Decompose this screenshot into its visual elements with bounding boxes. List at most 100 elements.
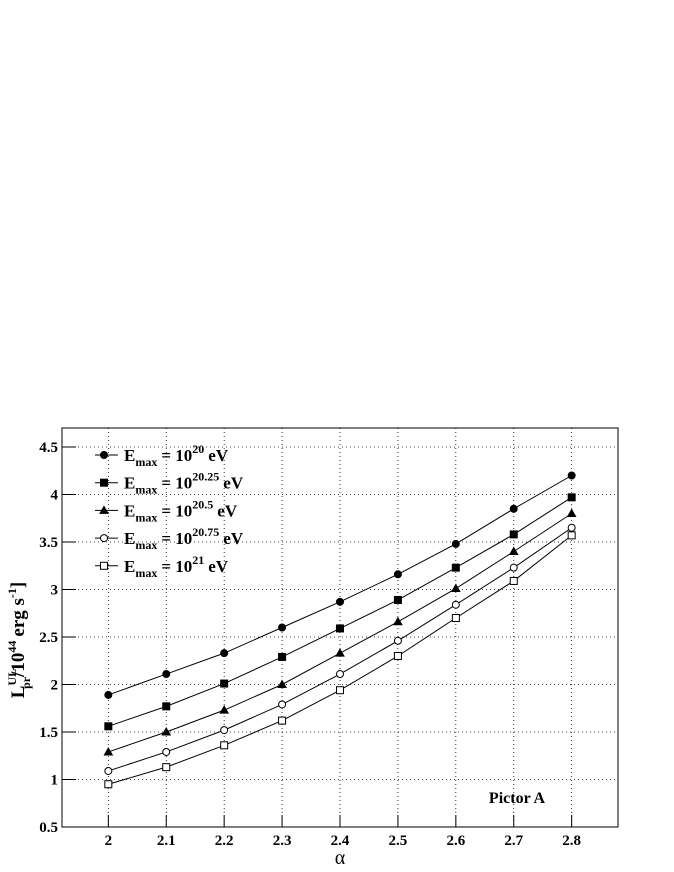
legend-part: E [124, 501, 135, 520]
marker [100, 478, 108, 487]
marker [162, 702, 171, 711]
legend-part: = 10 [161, 501, 192, 520]
marker [567, 493, 576, 502]
y-axis-label: LULpr/1044 erg s-1] [5, 582, 33, 698]
legend-part: = 10 [161, 557, 192, 576]
marker [100, 451, 108, 459]
marker [451, 614, 460, 622]
marker [335, 648, 345, 657]
legend-part: eV [223, 474, 244, 493]
y-label-part: pr [19, 676, 33, 689]
marker [278, 623, 287, 632]
legend-part: max [135, 538, 157, 552]
legend-part: eV [208, 446, 229, 465]
marker [104, 766, 113, 775]
y-tick-label: 1.5 [39, 725, 58, 741]
y-tick-label: 1 [51, 773, 59, 789]
x-axis-label: α [335, 847, 346, 869]
marker [220, 679, 229, 688]
marker [509, 563, 518, 572]
marker [99, 505, 109, 514]
marker [567, 531, 576, 540]
x-tick-label: 2 [105, 833, 113, 849]
marker [103, 746, 114, 756]
legend-part: E [124, 529, 135, 548]
marker [509, 504, 518, 513]
legend-part: eV [223, 529, 244, 548]
marker [450, 583, 461, 593]
marker [509, 576, 518, 585]
x-tick-label: 2.1 [157, 833, 176, 849]
marker [220, 649, 229, 658]
marker [100, 534, 108, 543]
annotation: Pictor A [489, 790, 546, 807]
marker [278, 716, 287, 725]
marker [336, 686, 344, 695]
legend-part: eV [208, 557, 229, 576]
legend-part: = 10 [161, 474, 192, 493]
legend-part: eV [217, 501, 238, 520]
marker [336, 624, 344, 633]
legend-part: 21 [192, 553, 204, 567]
marker [566, 508, 577, 517]
legend-part: 20.25 [192, 470, 219, 484]
y-label-part: ] [8, 582, 29, 588]
marker [104, 722, 113, 731]
marker [451, 563, 460, 572]
legend-part: 20.75 [192, 525, 219, 539]
x-tick-label: 2.6 [446, 833, 465, 849]
legend-part: max [135, 483, 157, 497]
marker [104, 690, 113, 699]
marker [162, 763, 171, 772]
marker [104, 780, 113, 789]
legend-label: Emax = 1021 eV [124, 553, 229, 580]
marker [508, 546, 519, 555]
plot-frame [61, 427, 619, 828]
legend-part: max [135, 566, 157, 580]
marker [277, 679, 287, 688]
legend-label: Emax = 1020.25 eV [124, 470, 244, 497]
x-tick-label: 2.7 [504, 833, 523, 849]
y-label-part: erg s [8, 598, 29, 637]
marker [161, 726, 172, 736]
marker [509, 530, 518, 539]
marker [451, 600, 460, 609]
marker [278, 652, 287, 661]
marker [220, 741, 229, 750]
marker [220, 726, 229, 735]
marker [567, 523, 576, 532]
legend-label: Emax = 1020 eV [124, 442, 229, 469]
y-tick-label: 2.5 [39, 630, 58, 646]
y-tick-label: 4.5 [39, 440, 58, 456]
marker [393, 616, 403, 626]
legend-part: = 10 [161, 529, 192, 548]
legend-label: Emax = 1020.5 eV [124, 497, 238, 524]
marker [451, 539, 460, 548]
x-tick-label: 2.8 [562, 833, 581, 849]
marker [336, 597, 344, 606]
x-tick-label: 2.3 [273, 833, 292, 849]
marker [393, 595, 402, 604]
y-label-part: L [8, 686, 29, 699]
y-label-part: UL [5, 669, 19, 686]
y-label-part: 44 [5, 641, 19, 653]
legend-part: 20.5 [192, 497, 213, 511]
y-tick-label: 3.5 [39, 535, 58, 551]
x-tick-label: 2.2 [215, 833, 234, 849]
marker [162, 747, 171, 756]
y-tick-label: 4 [51, 488, 59, 504]
legend-part: E [124, 557, 135, 576]
y-label-part: /10 [8, 653, 29, 678]
y-label-part: -1 [5, 588, 19, 598]
legend-part: max [135, 510, 157, 524]
legend-part: 20 [192, 442, 204, 456]
legend-part: = 10 [161, 446, 192, 465]
marker [278, 700, 287, 709]
marker [393, 570, 402, 579]
y-tick-label: 0.5 [39, 820, 58, 836]
marker [336, 670, 344, 679]
legend-part: max [135, 455, 157, 469]
y-tick-label: 3 [51, 583, 59, 599]
x-tick-label: 2.5 [389, 833, 408, 849]
